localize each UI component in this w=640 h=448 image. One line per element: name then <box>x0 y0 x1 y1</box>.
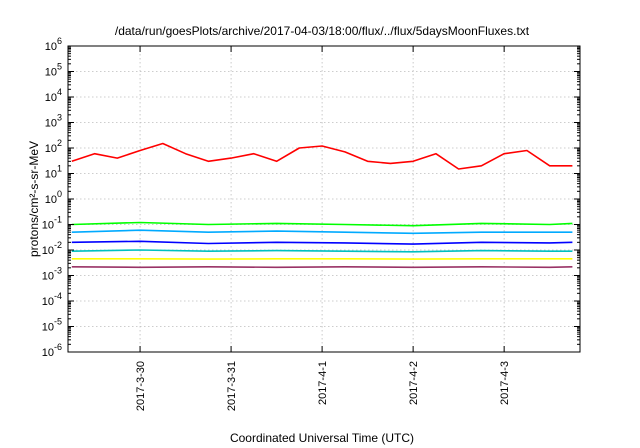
x-axis-label: Coordinated Universal Time (UTC) <box>230 431 414 445</box>
x-tick-label: 2017-4-1 <box>317 361 329 405</box>
y-tick-label: 105 <box>45 62 62 79</box>
y-tick-label: 10-3 <box>42 266 62 283</box>
x-tick-label: 2017-3-30 <box>135 361 147 411</box>
y-tick-label: 10-6 <box>42 342 62 359</box>
x-tick-label: 2017-4-3 <box>499 361 511 405</box>
axis-ticks <box>68 45 580 353</box>
grid-lines <box>68 46 580 352</box>
y-tick-label: 101 <box>45 164 62 181</box>
y-axis-label: protons/cm²-s-sr-MeV <box>27 141 41 257</box>
series-line-6 <box>71 265 573 269</box>
y-tick-labels: 10-6 10-5 10-4 10-3 10-2 10-1 100 101 102 103 104 1… <box>42 36 62 359</box>
y-tick-label: 106 <box>45 36 62 53</box>
chart-title: /data/run/goesPlots/archive/2017-04-03/1… <box>115 24 530 38</box>
series-line-1 <box>71 221 573 227</box>
y-tick-label: 104 <box>45 87 62 104</box>
x-tick-label: 2017-4-2 <box>408 361 420 405</box>
y-tick-label: 10-4 <box>42 291 62 308</box>
y-tick-label: 10-2 <box>42 240 62 257</box>
x-tick-label: 2017-3-31 <box>226 361 238 411</box>
series-line-4 <box>71 249 573 253</box>
series-line-2 <box>71 229 573 235</box>
y-tick-label: 103 <box>45 113 62 130</box>
series-line-0 <box>71 142 573 170</box>
series-group <box>71 142 573 269</box>
x-tick-labels: 2017-3-30 2017-3-31 2017-4-1 2017-4-2 2017-4… <box>135 361 511 411</box>
y-tick-label: 102 <box>45 138 62 155</box>
y-tick-label: 100 <box>45 189 62 206</box>
y-tick-label: 10-5 <box>42 317 62 334</box>
series-line-3 <box>71 240 573 245</box>
y-tick-label: 10-1 <box>42 215 62 232</box>
